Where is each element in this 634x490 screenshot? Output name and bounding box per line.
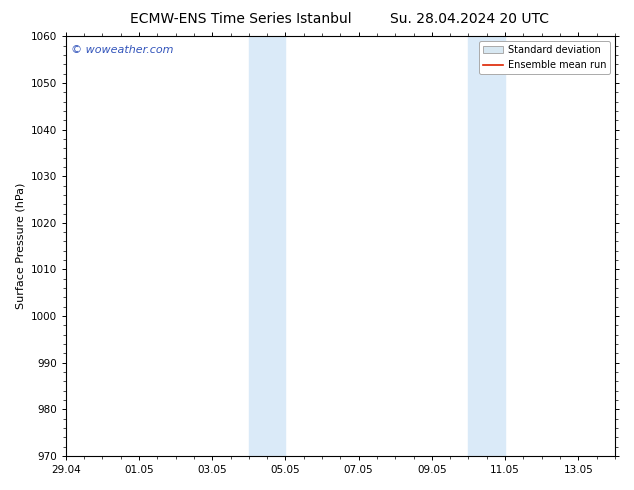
Text: © woweather.com: © woweather.com (71, 45, 174, 55)
Text: ECMW-ENS Time Series Istanbul: ECMW-ENS Time Series Istanbul (130, 12, 352, 26)
Bar (469, 36, 487, 456)
Y-axis label: Surface Pressure (hPa): Surface Pressure (hPa) (15, 183, 25, 309)
Text: Su. 28.04.2024 20 UTC: Su. 28.04.2024 20 UTC (390, 12, 548, 26)
Bar (249, 36, 267, 456)
Legend: Standard deviation, Ensemble mean run: Standard deviation, Ensemble mean run (479, 41, 610, 74)
Bar (487, 36, 505, 456)
Bar (267, 36, 285, 456)
